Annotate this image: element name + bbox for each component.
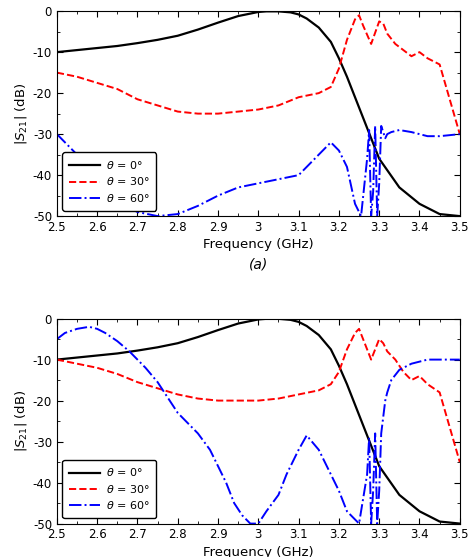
X-axis label: Frequency (GHz): Frequency (GHz) (203, 546, 314, 557)
Y-axis label: $|S_{21}|$ (dB): $|S_{21}|$ (dB) (13, 82, 28, 145)
Text: (a): (a) (249, 257, 268, 271)
Legend: $\theta$ = 0°, $\theta$ = 30°, $\theta$ = 60°: $\theta$ = 0°, $\theta$ = 30°, $\theta$ … (63, 152, 156, 211)
Legend: $\theta$ = 0°, $\theta$ = 30°, $\theta$ = 60°: $\theta$ = 0°, $\theta$ = 30°, $\theta$ … (63, 460, 156, 518)
Y-axis label: $|S_{21}|$ (dB): $|S_{21}|$ (dB) (13, 390, 28, 452)
X-axis label: Frequency (GHz): Frequency (GHz) (203, 238, 314, 251)
